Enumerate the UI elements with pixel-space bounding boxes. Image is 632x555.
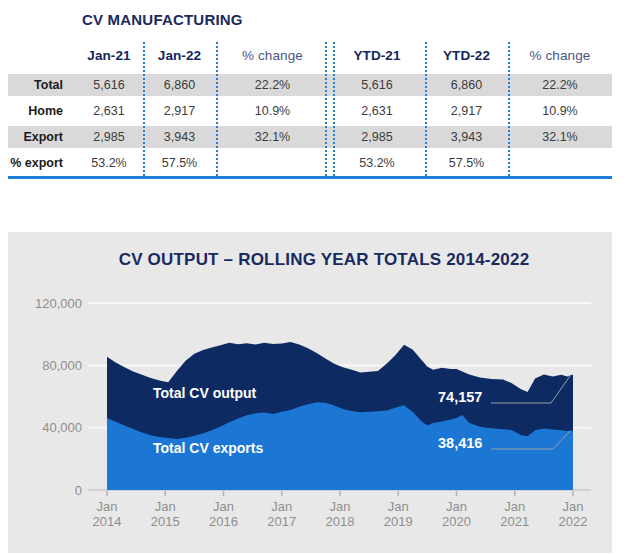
row-label: % export: [8, 150, 75, 176]
column-separator: [508, 42, 510, 176]
table-cell: 10.9%: [216, 98, 329, 124]
column-separator: [216, 42, 218, 176]
table-header-row: Jan-21Jan-22% changeYTD-21YTD-22% change: [8, 40, 612, 72]
table-cell: [216, 150, 329, 176]
table-row: Total5,6166,86022.2%5,6166,86022.2%: [8, 72, 612, 98]
table-row: Export2,9853,94332.1%2,9853,94332.1%: [8, 124, 612, 150]
row-label: Export: [8, 124, 75, 150]
manufacturing-title: CV MANUFACTURING: [82, 11, 243, 28]
table-cell: 6,860: [425, 72, 508, 98]
table-cell: 22.2%: [508, 72, 612, 98]
chart-title: CV OUTPUT – ROLLING YEAR TOTALS 2014-202…: [119, 250, 530, 269]
table-cell: 2,985: [75, 124, 143, 150]
column-header: YTD-22: [425, 40, 508, 72]
table-cell: 5,616: [75, 72, 143, 98]
series-label-output: Total CV output: [153, 385, 256, 401]
table-cell: 57.5%: [143, 150, 216, 176]
annotation-output-final-value: 74,157: [438, 389, 482, 405]
table-cell: 2,917: [143, 98, 216, 124]
x-axis-tick-label: Jan2018: [326, 499, 355, 529]
table-cell: 10.9%: [508, 98, 612, 124]
corner-cell: [8, 40, 75, 72]
column-separator: [333, 42, 335, 176]
x-axis-tick-label: Jan2020: [442, 499, 471, 529]
table-cell: 57.5%: [425, 150, 508, 176]
column-header: Jan-22: [143, 40, 216, 72]
y-axis-tick-label: 40,000: [42, 420, 82, 435]
table-cell: 2,917: [425, 98, 508, 124]
table-cell: 5,616: [329, 72, 425, 98]
table-cell: 2,985: [329, 124, 425, 150]
column-separator: [425, 42, 427, 176]
x-axis-tick-label: Jan2017: [267, 499, 296, 529]
column-separator: [143, 42, 145, 176]
column-header: Jan-21: [75, 40, 143, 72]
y-axis-tick-label: 80,000: [42, 358, 82, 373]
page: { "manufacturing": { "title": "CV MANUFA…: [0, 0, 632, 555]
table-cell: 53.2%: [329, 150, 425, 176]
row-label: Total: [8, 72, 75, 98]
x-axis-tick-label: Jan2022: [559, 499, 588, 529]
table-bottom-divider: [8, 176, 612, 179]
table-cell: 32.1%: [216, 124, 329, 150]
x-axis-tick-label: Jan2014: [93, 499, 122, 529]
x-axis-tick-label: Jan2021: [500, 499, 529, 529]
x-axis-tick-label: Jan2015: [151, 499, 180, 529]
column-separator: [325, 42, 327, 176]
table-cell: 53.2%: [75, 150, 143, 176]
series-label-exports: Total CV exports: [153, 440, 263, 456]
cv-manufacturing-table: Jan-21Jan-22% changeYTD-21YTD-22% change…: [8, 40, 612, 177]
table-cell: 22.2%: [216, 72, 329, 98]
row-label: Home: [8, 98, 75, 124]
column-header: YTD-21: [329, 40, 425, 72]
table-cell: 6,860: [143, 72, 216, 98]
table-cell: 32.1%: [508, 124, 612, 150]
table-cell: 2,631: [75, 98, 143, 124]
y-axis-tick-label: 120,000: [35, 296, 82, 311]
table-row: Home2,6312,91710.9%2,6312,91710.9%: [8, 98, 612, 124]
cv-output-rolling-year-chart: CV OUTPUT – ROLLING YEAR TOTALS 2014-202…: [8, 232, 612, 553]
table-cell: [508, 150, 612, 176]
x-axis-tick-label: Jan2019: [384, 499, 413, 529]
cv-manufacturing-table-wrap: Jan-21Jan-22% changeYTD-21YTD-22% change…: [8, 40, 612, 177]
table-cell: 2,631: [329, 98, 425, 124]
table-cell: 3,943: [425, 124, 508, 150]
column-header: % change: [508, 40, 612, 72]
y-axis-tick-label: 0: [75, 483, 82, 498]
cv-output-chart-panel: CV OUTPUT – ROLLING YEAR TOTALS 2014-202…: [8, 232, 612, 553]
column-header: % change: [216, 40, 329, 72]
annotation-exports-final-value: 38,416: [438, 435, 482, 451]
table-cell: 3,943: [143, 124, 216, 150]
table-row: % export53.2%57.5%53.2%57.5%: [8, 150, 612, 176]
x-axis-tick-label: Jan2016: [209, 499, 238, 529]
